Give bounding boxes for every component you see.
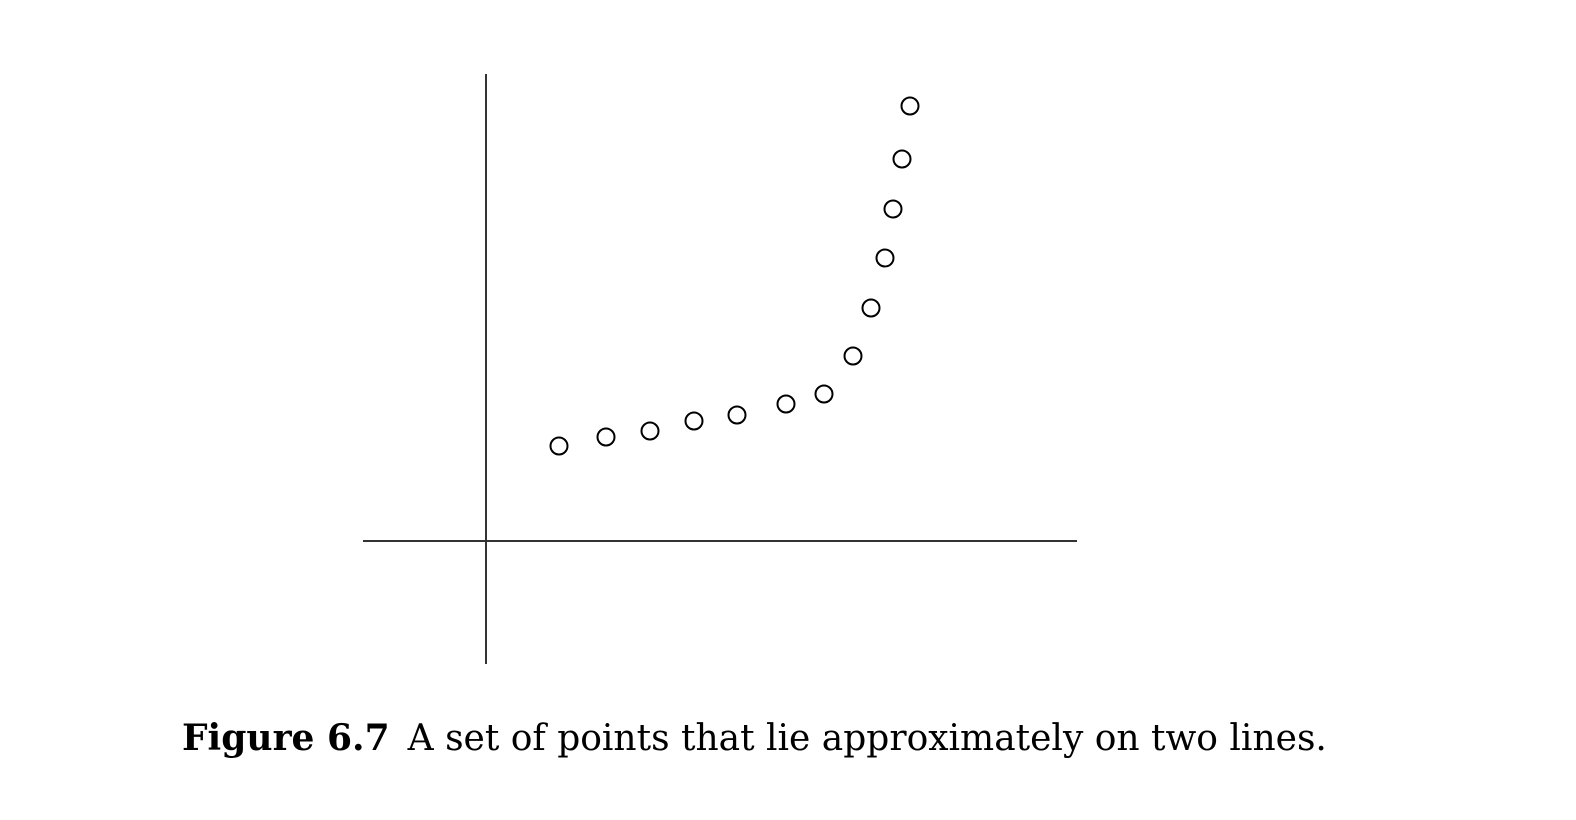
point bbox=[684, 411, 704, 431]
point bbox=[900, 96, 920, 116]
point bbox=[883, 199, 903, 219]
figure-caption: Figure 6.7 A set of points that lie appro… bbox=[182, 717, 1327, 759]
point bbox=[843, 346, 863, 366]
point bbox=[861, 298, 881, 318]
point bbox=[549, 436, 569, 456]
point bbox=[875, 248, 895, 268]
point bbox=[596, 427, 616, 447]
point bbox=[892, 149, 912, 169]
caption-text: A set of points that lie approximately o… bbox=[407, 718, 1327, 759]
point bbox=[776, 394, 796, 414]
point bbox=[640, 421, 660, 441]
point bbox=[814, 384, 834, 404]
point bbox=[727, 405, 747, 425]
caption-label: Figure 6.7 bbox=[182, 717, 390, 759]
